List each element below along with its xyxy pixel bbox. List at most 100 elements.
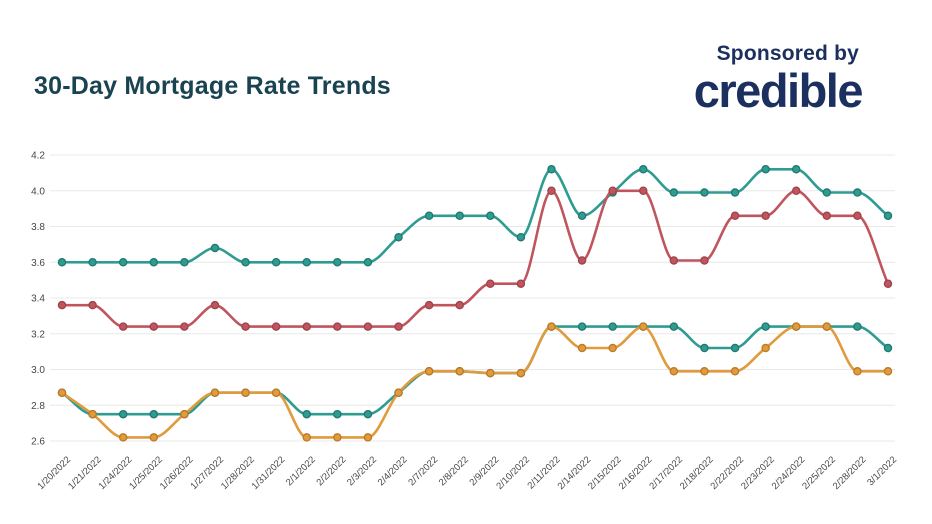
data-point-orange-line xyxy=(486,368,495,378)
data-point-teal-lower-line xyxy=(883,343,893,353)
x-axis-tick-label: 3/1/2022 xyxy=(865,454,899,488)
data-point-teal-lower-line xyxy=(608,322,617,331)
data-point-teal-upper-line xyxy=(853,188,862,197)
data-point-orange-line xyxy=(700,367,709,376)
data-point-red-line xyxy=(791,186,801,196)
data-point-red-line xyxy=(302,322,311,331)
x-axis-tick-label: 2/7/2022 xyxy=(406,454,440,488)
data-point-red-line xyxy=(271,322,281,331)
data-point-orange-line xyxy=(822,322,832,331)
data-point-orange-line xyxy=(883,367,893,376)
y-axis-tick-label: 4.0 xyxy=(31,186,45,197)
x-axis-tick-label: 2/28/2022 xyxy=(831,454,869,492)
data-point-teal-upper-line xyxy=(363,258,373,267)
data-point-orange-line xyxy=(761,343,770,353)
data-point-orange-line xyxy=(57,388,67,397)
data-point-teal-upper-line xyxy=(424,211,434,221)
data-point-teal-upper-line xyxy=(486,211,495,221)
data-point-orange-line xyxy=(210,388,220,397)
data-point-red-line xyxy=(88,300,97,310)
data-point-red-line xyxy=(669,256,679,265)
data-point-red-line xyxy=(394,322,403,331)
data-point-orange-line xyxy=(302,433,311,442)
data-point-teal-upper-line xyxy=(210,243,220,253)
data-point-red-line xyxy=(883,279,893,288)
data-point-red-line xyxy=(241,322,250,331)
data-point-red-line xyxy=(853,211,862,221)
data-point-red-line xyxy=(577,256,587,265)
x-axis-tick-label: 2/10/2022 xyxy=(494,454,532,492)
data-point-orange-line xyxy=(608,343,617,353)
y-axis-tick-label: 3.0 xyxy=(31,365,45,376)
data-point-red-line xyxy=(761,211,770,221)
data-point-teal-upper-line xyxy=(180,258,189,267)
data-point-teal-upper-line xyxy=(118,258,128,267)
data-point-teal-upper-line xyxy=(639,165,648,174)
data-point-teal-upper-line xyxy=(700,188,709,197)
data-point-red-line xyxy=(608,186,617,196)
data-point-teal-upper-line xyxy=(730,188,740,197)
data-point-teal-upper-line xyxy=(302,258,311,267)
y-axis-tick-label: 3.6 xyxy=(31,258,45,269)
data-point-orange-line xyxy=(241,388,250,397)
data-point-red-line xyxy=(149,322,159,331)
data-point-red-line xyxy=(547,186,556,196)
data-point-orange-line xyxy=(180,409,189,419)
data-point-teal-upper-line xyxy=(822,188,832,197)
data-point-red-line xyxy=(210,300,220,310)
data-point-orange-line xyxy=(730,367,740,376)
y-axis-tick-label: 3.8 xyxy=(31,222,45,233)
data-point-teal-upper-line xyxy=(516,232,526,242)
data-point-teal-upper-line xyxy=(149,258,159,267)
data-point-orange-line xyxy=(118,433,128,442)
data-point-orange-line xyxy=(547,322,556,331)
data-point-orange-line xyxy=(424,367,434,376)
data-point-teal-upper-line xyxy=(455,211,464,221)
data-point-orange-line xyxy=(669,367,679,376)
x-axis-tick-label: 2/4/2022 xyxy=(376,454,410,488)
data-point-red-line xyxy=(424,300,434,310)
data-point-teal-upper-line xyxy=(271,258,281,267)
data-point-orange-line xyxy=(363,433,373,442)
data-point-red-line xyxy=(822,211,832,221)
data-point-teal-lower-line xyxy=(363,409,373,419)
data-point-orange-line xyxy=(149,433,159,442)
data-point-red-line xyxy=(57,300,67,310)
data-point-orange-line xyxy=(639,322,648,331)
y-axis-tick-label: 2.6 xyxy=(31,437,45,448)
data-point-red-line xyxy=(486,279,495,288)
data-point-red-line xyxy=(363,322,373,331)
series-path-teal-lower-line xyxy=(60,325,890,416)
data-point-teal-lower-line xyxy=(669,322,679,331)
data-point-teal-lower-line xyxy=(853,322,862,331)
data-point-red-line xyxy=(700,256,709,265)
data-point-orange-line xyxy=(394,388,403,397)
data-point-teal-upper-line xyxy=(791,165,801,174)
data-point-teal-lower-line xyxy=(118,409,128,419)
data-point-teal-lower-line xyxy=(730,343,740,353)
data-point-orange-line xyxy=(455,367,464,376)
data-point-teal-lower-line xyxy=(333,409,342,419)
data-point-red-line xyxy=(516,279,526,288)
y-axis-tick-label: 4.2 xyxy=(31,151,45,162)
data-point-orange-line xyxy=(791,322,801,331)
data-point-teal-upper-line xyxy=(669,188,679,197)
sponsor-block: Sponsored by credible xyxy=(693,42,864,117)
data-point-teal-upper-line xyxy=(761,165,770,174)
data-point-orange-line xyxy=(333,433,342,442)
data-point-red-line xyxy=(333,322,342,331)
y-axis-tick-label: 3.4 xyxy=(31,294,45,305)
data-point-orange-line xyxy=(271,388,281,397)
data-point-teal-lower-line xyxy=(149,409,159,419)
data-point-teal-lower-line xyxy=(577,322,587,331)
data-point-teal-upper-line xyxy=(394,232,403,242)
rate-trends-line-chart: 4.24.03.83.63.43.23.02.82.61/20/20221/21… xyxy=(31,151,899,493)
credible-logo: credible xyxy=(693,64,864,117)
data-point-teal-lower-line xyxy=(302,409,311,419)
x-axis-tick-label: 2/1/2022 xyxy=(284,454,318,488)
data-point-teal-upper-line xyxy=(88,258,97,267)
data-point-red-line xyxy=(180,322,189,331)
data-point-teal-lower-line xyxy=(761,322,770,331)
data-point-red-line xyxy=(118,322,128,331)
